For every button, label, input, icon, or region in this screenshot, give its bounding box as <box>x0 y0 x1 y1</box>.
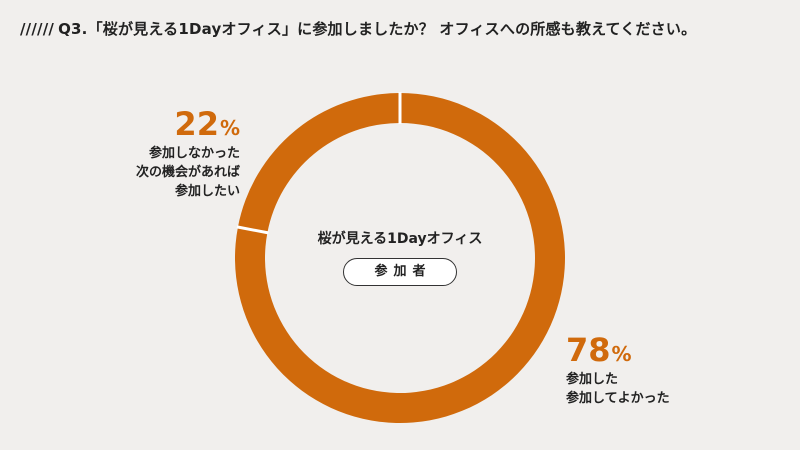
percent-unit: % <box>219 116 240 140</box>
participant-badge: 参加者 <box>343 258 457 286</box>
label-line: 次の機会があれば <box>135 165 240 180</box>
question-heading: //////Q3.「桜が見える1Dayオフィス」に参加しましたか？ オフィスへの… <box>20 18 696 39</box>
segment-label-not-participated: 22% 参加しなかった 次の機会があれば 参加したい <box>136 108 240 201</box>
segment-label-participated: 78% 参加した 参加してよかった <box>566 334 670 408</box>
label-line: 参加したい <box>174 184 240 199</box>
slice-not-participated <box>237 93 400 233</box>
label-line: 参加しなかった <box>148 146 240 161</box>
percent-participated: 78% <box>566 334 670 366</box>
heading-slashes: ////// <box>20 20 55 38</box>
percent-value: 78 <box>566 331 611 369</box>
label-line: 参加してよかった <box>566 391 670 406</box>
percent-value: 22 <box>174 105 219 143</box>
percent-unit: % <box>611 342 632 366</box>
label-line: 参加した <box>566 372 619 387</box>
question-text: Q3.「桜が見える1Dayオフィス」に参加しましたか？ オフィスへの所感も教えて… <box>58 20 697 38</box>
slice-separator <box>236 225 269 235</box>
percent-not-participated: 22% <box>136 108 240 140</box>
chart-center-title: 桜が見える1Dayオフィス <box>317 231 483 247</box>
